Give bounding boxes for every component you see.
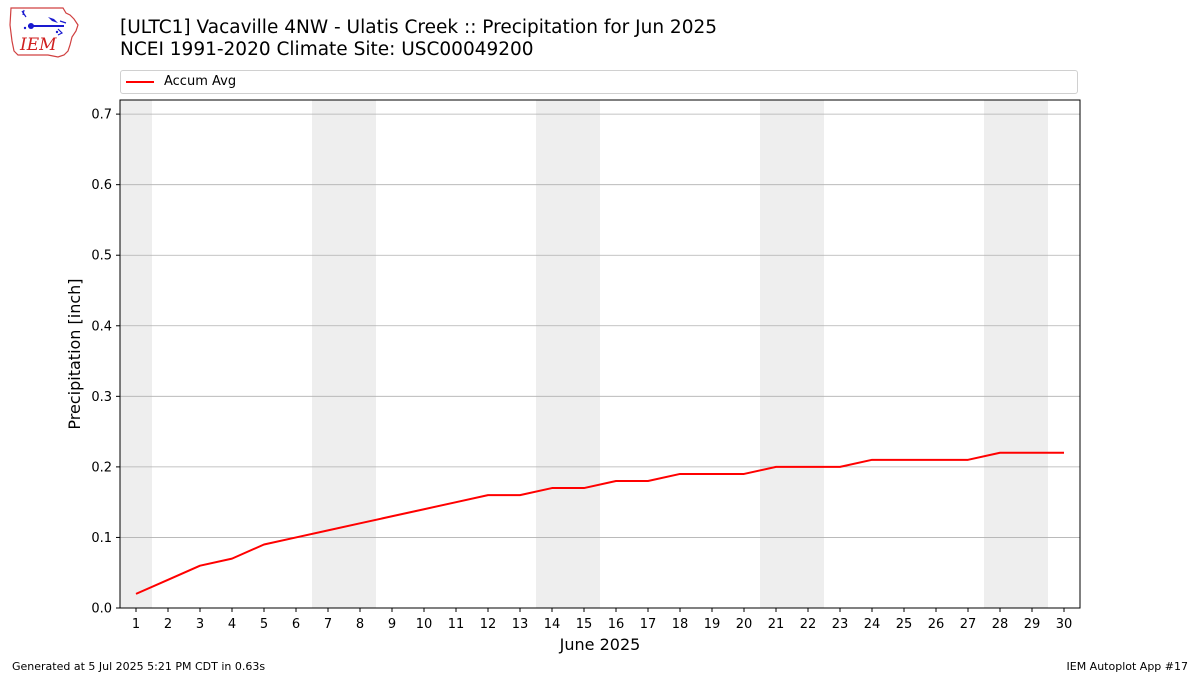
x-tick-label: 9 xyxy=(388,617,396,632)
y-tick-label: 0.2 xyxy=(91,460,112,475)
title-line-2: NCEI 1991-2020 Climate Site: USC00049200 xyxy=(120,39,534,60)
weekend-band-day-7 xyxy=(312,100,344,608)
x-tick-label: 26 xyxy=(928,617,945,632)
x-tick-label: 8 xyxy=(356,617,364,632)
x-axis-label: June 2025 xyxy=(559,635,641,654)
x-tick-label: 25 xyxy=(896,617,913,632)
generated-timestamp: Generated at 5 Jul 2025 5:21 PM CDT in 0… xyxy=(12,660,266,673)
x-tick-label: 1 xyxy=(132,617,140,632)
x-tick-label: 24 xyxy=(864,617,881,632)
x-tick-label: 13 xyxy=(512,617,529,632)
y-axis-ticks: 0.0 0.1 0.2 0.3 0.4 0.5 0.6 0.7 xyxy=(91,108,120,617)
x-tick-label: 12 xyxy=(480,617,497,632)
x-tick-label: 17 xyxy=(640,617,657,632)
weekend-band-day-14 xyxy=(536,100,568,608)
series-line-accum-avg xyxy=(135,451,1064,595)
iem-logo: IEM xyxy=(8,5,80,59)
x-tick-label: 2 xyxy=(164,617,172,632)
x-tick-label: 18 xyxy=(672,617,689,632)
x-tick-label: 20 xyxy=(736,617,753,632)
weekend-band-day-15 xyxy=(568,100,600,608)
weekend-bands xyxy=(120,100,1048,608)
x-tick-label: 19 xyxy=(704,617,721,632)
x-tick-label: 28 xyxy=(992,617,1009,632)
x-tick-label: 21 xyxy=(768,617,785,632)
y-axis-label: Precipitation [inch] xyxy=(65,278,84,429)
x-tick-label: 30 xyxy=(1056,617,1073,632)
x-tick-label: 23 xyxy=(832,617,849,632)
x-tick-label: 27 xyxy=(960,617,977,632)
weekend-band-day-21 xyxy=(760,100,792,608)
x-tick-label: 11 xyxy=(448,617,465,632)
x-tick-label: 5 xyxy=(260,617,268,632)
legend-swatch-accum-avg xyxy=(126,81,154,83)
x-tick-label: 4 xyxy=(228,617,236,632)
chart-title: [ULTC1] Vacaville 4NW - Ulatis Creek :: … xyxy=(120,17,717,61)
x-tick-label: 7 xyxy=(324,617,332,632)
x-tick-label: 29 xyxy=(1024,617,1041,632)
y-tick-label: 0.6 xyxy=(91,178,112,193)
plot-frame xyxy=(119,99,1081,609)
weekend-band-day-8 xyxy=(344,100,376,608)
x-tick-label: 10 xyxy=(416,617,433,632)
weekend-band-day-28 xyxy=(984,100,1016,608)
weekend-band-day-29 xyxy=(1016,100,1048,608)
app-identifier: IEM Autoplot App #17 xyxy=(1066,660,1189,673)
y-tick-label: 0.1 xyxy=(91,531,112,546)
x-tick-label: 14 xyxy=(544,617,561,632)
weekend-band-day-1 xyxy=(120,100,152,608)
x-tick-label: 22 xyxy=(800,617,817,632)
y-tick-label: 0.7 xyxy=(91,108,112,123)
x-tick-label: 3 xyxy=(196,617,204,632)
y-tick-label: 0.4 xyxy=(91,319,112,334)
gridlines xyxy=(120,113,1080,609)
y-tick-label: 0.0 xyxy=(91,602,112,617)
series-layer xyxy=(135,451,1064,595)
y-tick-label: 0.5 xyxy=(91,249,112,264)
chart-legend: Accum Avg xyxy=(120,70,1078,94)
logo-text: IEM xyxy=(19,35,57,55)
weekend-band-day-22 xyxy=(792,100,824,608)
legend-label-accum-avg: Accum Avg xyxy=(164,74,237,89)
y-tick-label: 0.3 xyxy=(91,390,112,405)
x-tick-label: 6 xyxy=(292,617,300,632)
x-tick-label: 16 xyxy=(608,617,625,632)
x-axis-ticks: 1 2 3 4 5 6 7 8 9 10 11 12 13 14 15 16 17 18 19 20 21 22 23 24 2… xyxy=(132,608,1072,632)
x-tick-label: 15 xyxy=(576,617,593,632)
title-line-1: [ULTC1] Vacaville 4NW - Ulatis Creek :: … xyxy=(120,17,718,38)
